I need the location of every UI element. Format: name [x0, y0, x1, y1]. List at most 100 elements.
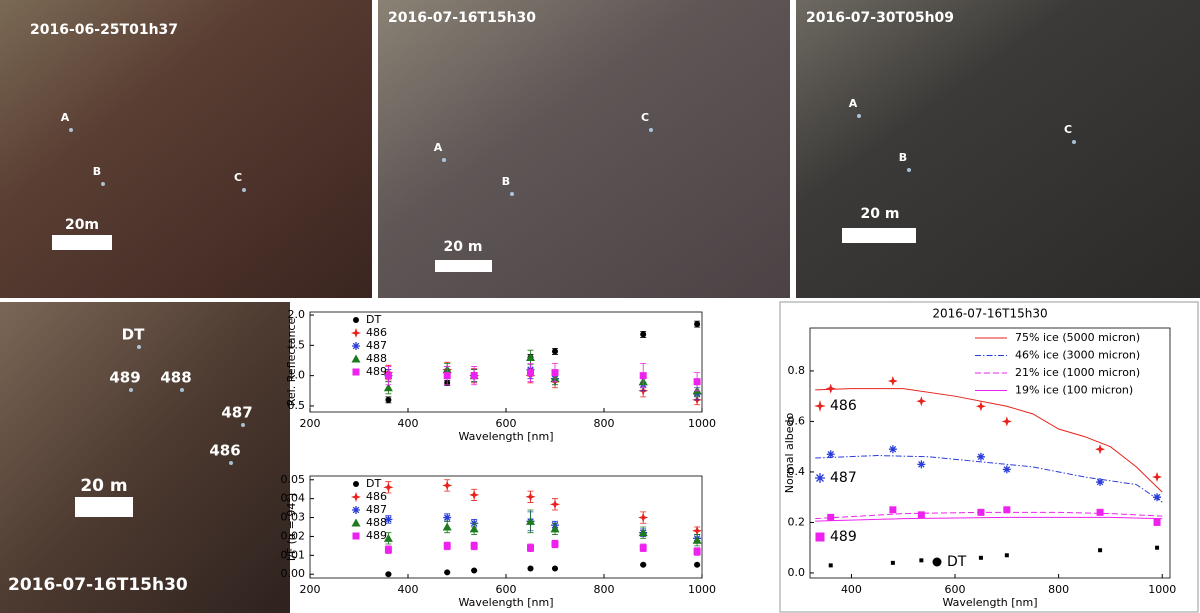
- photo-panel: [0, 302, 290, 613]
- data-point: [442, 522, 452, 531]
- point-label: 489: [109, 369, 140, 387]
- data-point: [889, 506, 897, 514]
- y-axis-label: Normal albedo: [783, 412, 796, 493]
- point-label: DT: [122, 326, 145, 344]
- data-point: [550, 499, 560, 510]
- photo-panel: [796, 0, 1200, 298]
- data-point: [551, 369, 559, 377]
- legend-label: 46% ice (3000 micron): [1015, 349, 1140, 362]
- data-point: [1004, 553, 1009, 558]
- series-label: DT: [947, 554, 967, 570]
- data-point: [384, 515, 393, 524]
- data-point: [639, 372, 647, 380]
- legend-label: 488: [366, 352, 387, 365]
- model-line: [815, 388, 1163, 493]
- data-point: [828, 563, 833, 568]
- data-point: [977, 508, 985, 516]
- x-tick-label: 600: [496, 583, 517, 596]
- x-tick-label: 600: [945, 583, 966, 596]
- data-point: [1001, 416, 1012, 427]
- timestamp: 2016-07-16T15h30: [8, 575, 188, 595]
- legend-marker: [352, 342, 360, 350]
- ice-spot: [649, 128, 653, 132]
- legend-marker: [351, 328, 361, 338]
- point-label: C: [1064, 123, 1072, 136]
- y-tick-label: 0.04: [281, 492, 306, 505]
- ice-spot: [242, 188, 246, 192]
- data-point: [1098, 548, 1103, 553]
- point-label: 487: [221, 404, 252, 422]
- scale-bar: [842, 228, 916, 243]
- legend-label: 486: [366, 490, 387, 503]
- x-tick-label: 200: [300, 417, 321, 430]
- scale-bar: [75, 497, 133, 517]
- data-point: [443, 372, 451, 380]
- ice-spot: [137, 345, 141, 349]
- data-point: [1153, 493, 1162, 502]
- data-point: [917, 511, 925, 519]
- legend-label: 488: [366, 516, 387, 529]
- legend-label: 487: [366, 503, 387, 516]
- data-point: [1096, 508, 1104, 516]
- x-tick-label: 400: [841, 583, 862, 596]
- panel-frame: [779, 301, 1199, 613]
- y-tick-label: 0.00: [281, 567, 306, 580]
- legend-label: 21% ice (1000 micron): [1015, 366, 1140, 379]
- series-label: 487: [830, 470, 857, 486]
- point-label: A: [849, 97, 858, 110]
- y-tick-label: 0.8: [788, 364, 806, 377]
- x-axis-label: Wavelength [nm]: [458, 596, 553, 609]
- data-point: [638, 512, 649, 523]
- scale-label: 20 m: [861, 206, 900, 222]
- scale-bar: [52, 235, 112, 250]
- plot-frame: [809, 327, 1171, 579]
- data-point: [385, 571, 392, 578]
- data-point: [527, 565, 534, 572]
- data-point: [917, 460, 926, 469]
- data-point: [1153, 518, 1161, 526]
- y-tick-label: 0.0: [788, 566, 806, 579]
- data-point: [383, 383, 393, 392]
- data-point: [1096, 478, 1105, 487]
- point-label: A: [61, 111, 70, 124]
- data-point: [1152, 471, 1163, 482]
- label-marker: [815, 473, 825, 483]
- x-axis-label: Wavelength [nm]: [458, 430, 553, 443]
- ice-spot: [180, 388, 184, 392]
- data-point: [693, 548, 701, 556]
- legend-marker: [352, 368, 360, 376]
- x-tick-label: 1000: [688, 583, 716, 596]
- photo-panel: [0, 0, 372, 298]
- data-point: [640, 331, 647, 338]
- data-point: [890, 560, 895, 565]
- data-point: [888, 445, 897, 454]
- y-tick-label: 1.5: [288, 338, 306, 351]
- x-tick-label: 400: [398, 583, 419, 596]
- y-axis-label: Rel. Reflectance: [285, 318, 298, 407]
- point-label: B: [899, 151, 907, 164]
- x-tick-label: 400: [398, 417, 419, 430]
- data-point: [976, 452, 985, 461]
- point-label: B: [93, 165, 101, 178]
- data-point: [1003, 506, 1011, 514]
- data-point: [694, 321, 701, 328]
- data-point: [527, 369, 534, 377]
- point-label: A: [434, 141, 443, 154]
- data-point: [443, 513, 452, 522]
- data-point: [916, 396, 927, 407]
- x-axis-label: Wavelength [nm]: [942, 596, 1037, 609]
- x-tick-label: 1000: [1148, 583, 1176, 596]
- y-tick-label: 0.5: [288, 399, 306, 412]
- data-point: [692, 525, 703, 536]
- point-label: C: [234, 171, 242, 184]
- data-point: [1155, 545, 1160, 550]
- label-marker: [814, 400, 826, 412]
- legend-marker: [353, 317, 359, 323]
- data-point: [1002, 465, 1011, 474]
- x-tick-label: 800: [594, 417, 615, 430]
- data-point: [978, 555, 983, 560]
- legend-label: 489: [366, 529, 387, 542]
- data-point: [694, 561, 701, 568]
- x-tick-label: 800: [594, 583, 615, 596]
- y-tick-label: 0.2: [788, 515, 806, 528]
